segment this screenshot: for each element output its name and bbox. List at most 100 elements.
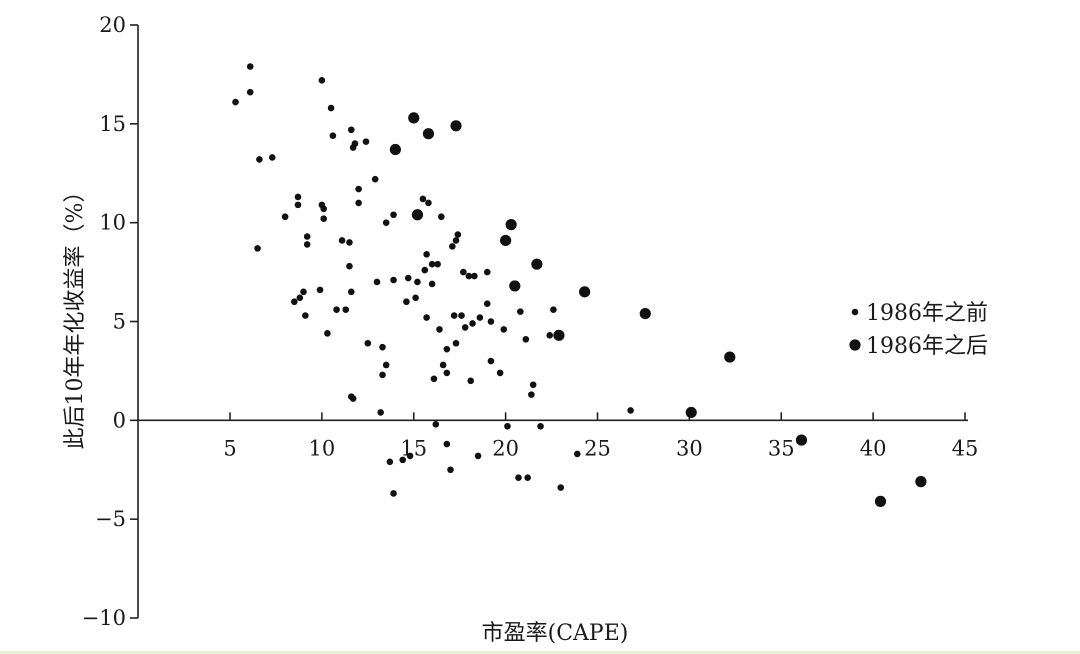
data-point-pre-1986 <box>399 456 407 464</box>
data-point-pre-1986 <box>294 193 302 201</box>
data-point-pre-1986 <box>471 272 478 280</box>
data-point-post-1986 <box>408 112 420 124</box>
y-tick-label: −10 <box>82 606 126 630</box>
data-point-pre-1986 <box>432 420 440 428</box>
data-point-pre-1986 <box>406 452 414 460</box>
data-point-pre-1986 <box>487 357 495 365</box>
data-point-pre-1986 <box>443 345 451 353</box>
data-point-pre-1986 <box>430 375 438 383</box>
data-point-pre-1986 <box>487 318 495 325</box>
data-point-pre-1986 <box>347 126 355 134</box>
data-point-pre-1986 <box>496 369 504 377</box>
data-point-pre-1986 <box>404 274 412 282</box>
data-point-pre-1986 <box>351 140 359 147</box>
data-point-pre-1986 <box>362 138 370 145</box>
data-point-pre-1986 <box>256 156 263 163</box>
data-point-post-1986 <box>685 406 697 419</box>
x-axis-title: 市盈率(CAPE) <box>482 621 629 646</box>
data-point-post-1986 <box>553 329 565 341</box>
data-points <box>232 63 927 507</box>
y-axis-title: 此后10年年化收益率（%） <box>63 181 88 450</box>
data-point-pre-1986 <box>423 314 430 321</box>
data-point-pre-1986 <box>390 490 397 497</box>
data-point-pre-1986 <box>469 320 476 327</box>
data-point-pre-1986 <box>515 474 522 481</box>
data-point-pre-1986 <box>428 280 436 288</box>
data-point-pre-1986 <box>483 300 491 308</box>
data-point-pre-1986 <box>346 239 353 246</box>
data-point-pre-1986 <box>522 335 530 343</box>
x-tick-label: 10 <box>309 436 336 460</box>
data-point-post-1986 <box>500 234 512 247</box>
legend-label-post-1986: 1986年之后 <box>866 334 988 359</box>
bottom-border <box>0 651 1080 654</box>
x-tick-label: 20 <box>492 436 519 460</box>
legend: 1986年之前 1986年之后 <box>849 301 988 359</box>
data-point-pre-1986 <box>320 215 328 223</box>
data-point-pre-1986 <box>346 262 353 270</box>
data-point-pre-1986 <box>349 395 357 402</box>
data-point-pre-1986 <box>355 185 362 193</box>
data-point-pre-1986 <box>454 231 462 238</box>
y-tick-label: 0 <box>113 408 126 432</box>
data-point-pre-1986 <box>303 233 311 240</box>
y-tick-label: 20 <box>99 13 126 37</box>
data-point-pre-1986 <box>342 306 350 313</box>
y-tick-label: 10 <box>99 211 126 235</box>
data-point-pre-1986 <box>419 195 427 203</box>
data-point-pre-1986 <box>324 330 331 337</box>
data-point-pre-1986 <box>436 326 443 333</box>
data-point-post-1986 <box>724 351 736 363</box>
data-point-pre-1986 <box>447 466 454 474</box>
axes <box>137 25 968 618</box>
data-point-post-1986 <box>531 258 543 270</box>
data-point-pre-1986 <box>483 268 491 276</box>
data-point-pre-1986 <box>500 326 508 333</box>
legend-marker-post-1986 <box>849 339 861 351</box>
data-point-pre-1986 <box>452 237 460 244</box>
y-tick-label: 5 <box>113 310 126 334</box>
legend-marker-pre-1986 <box>851 308 859 316</box>
data-point-pre-1986 <box>281 213 289 221</box>
data-point-pre-1986 <box>460 268 467 276</box>
data-point-pre-1986 <box>465 272 473 280</box>
data-point-post-1986 <box>915 476 927 488</box>
data-point-pre-1986 <box>461 324 469 331</box>
data-point-pre-1986 <box>458 312 465 319</box>
data-point-pre-1986 <box>439 361 447 369</box>
x-tick-label: 40 <box>860 436 887 460</box>
data-point-pre-1986 <box>246 63 254 70</box>
data-point-pre-1986 <box>327 104 335 112</box>
data-point-pre-1986 <box>474 452 482 460</box>
data-point-pre-1986 <box>428 260 436 268</box>
x-tick-label: 25 <box>584 436 611 460</box>
data-point-pre-1986 <box>294 201 302 209</box>
data-point-pre-1986 <box>557 484 565 491</box>
data-point-pre-1986 <box>467 377 475 385</box>
data-point-pre-1986 <box>452 339 460 347</box>
data-point-post-1986 <box>874 495 887 507</box>
data-point-pre-1986 <box>254 245 261 252</box>
data-point-pre-1986 <box>627 407 634 414</box>
x-tick-label: 15 <box>400 436 427 460</box>
data-point-post-1986 <box>509 280 521 292</box>
data-point-pre-1986 <box>504 422 511 430</box>
x-tick-label: 5 <box>223 436 236 460</box>
data-point-post-1986 <box>579 286 591 298</box>
data-point-pre-1986 <box>528 391 535 398</box>
data-point-pre-1986 <box>318 77 326 84</box>
data-point-pre-1986 <box>403 298 410 306</box>
x-tick-label: 30 <box>676 436 703 460</box>
data-point-pre-1986 <box>371 175 379 183</box>
data-point-pre-1986 <box>320 205 328 213</box>
data-point-pre-1986 <box>300 288 307 296</box>
data-point-pre-1986 <box>529 381 537 389</box>
data-point-post-1986 <box>639 307 651 320</box>
data-point-pre-1986 <box>421 266 429 274</box>
data-point-pre-1986 <box>379 343 386 351</box>
data-point-post-1986 <box>795 434 808 446</box>
data-point-pre-1986 <box>302 312 309 319</box>
legend-label-pre-1986: 1986年之前 <box>866 301 988 326</box>
